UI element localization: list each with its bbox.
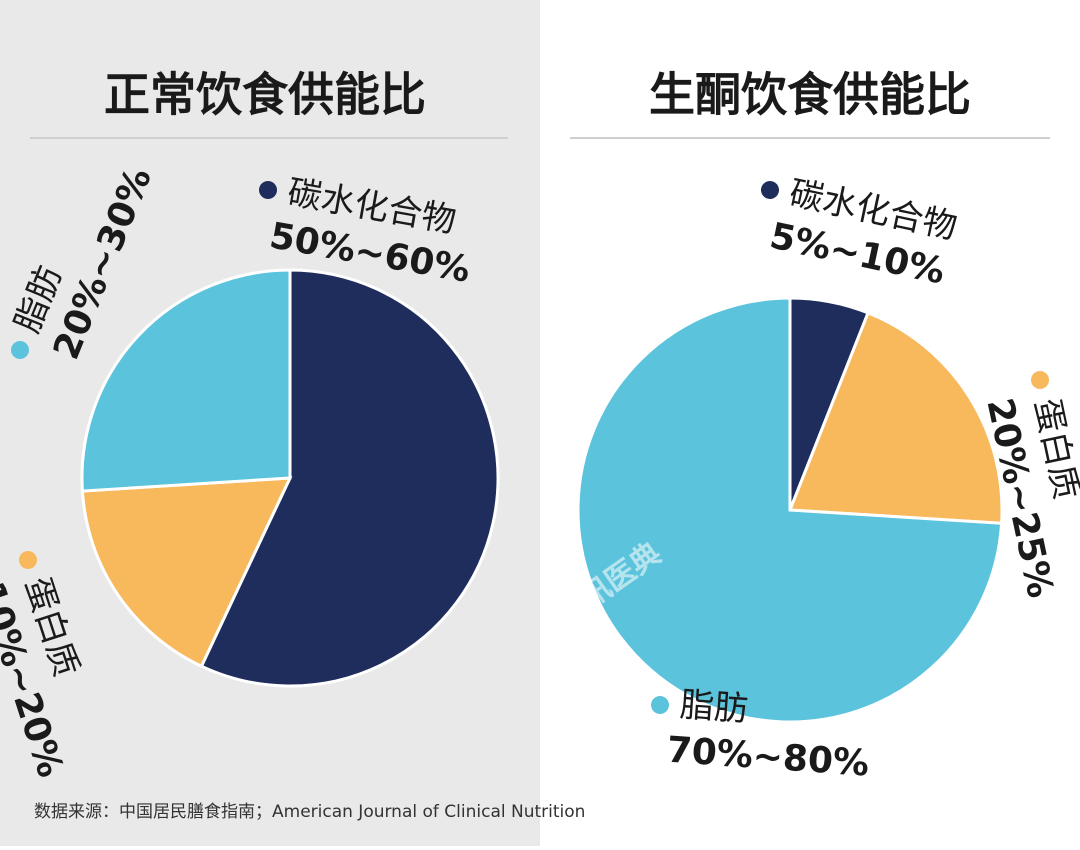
chart-title: 正常饮食供能比 [104,68,426,122]
legend-dot [651,696,669,714]
legend-dot [19,551,37,569]
source-note: 数据来源：中国居民膳食指南；American Journal of Clinic… [34,802,585,822]
legend-dot [761,181,779,199]
legend-dot [1031,371,1049,389]
chart-title: 生酮饮食供能比 [649,68,971,122]
pie-slice [787,310,1004,525]
legend-dot [259,181,277,199]
pie-slice [80,268,292,493]
pie-slice [199,268,500,688]
legend-dot [10,341,29,359]
pie-slice [80,476,293,669]
category-label: 脂肪 [679,685,750,730]
pie-slice [576,296,1004,724]
